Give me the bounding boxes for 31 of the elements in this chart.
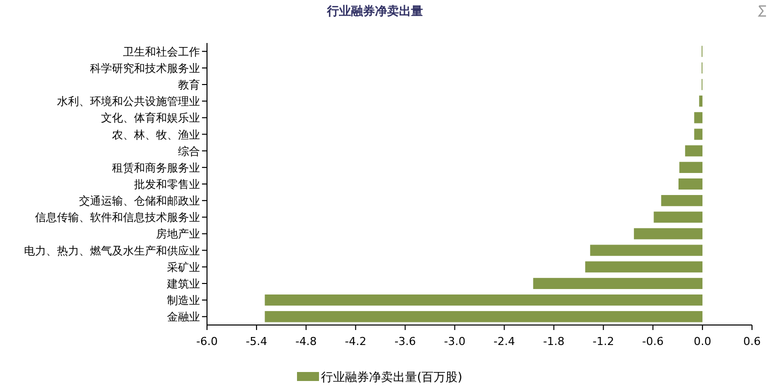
x-tick-label: -0.6 <box>642 335 664 348</box>
x-tick-label: -3.0 <box>444 335 466 348</box>
y-tick-label: 科学研究和技术服务业 <box>90 62 200 75</box>
y-tick-label: 电力、热力、燃气及水生产和供应业 <box>24 244 200 258</box>
y-tick-label: 建筑业 <box>166 277 200 290</box>
y-tick-label: 批发和零售业 <box>134 178 200 191</box>
y-tick-label: 信息传输、软件和信息技术服务业 <box>35 211 200 224</box>
y-tick-label: 水利、环境和公共设施管理业 <box>57 95 200 108</box>
x-tick-label: 0.6 <box>743 335 761 348</box>
y-tick-label: 金融业 <box>167 310 200 324</box>
x-tick-label: -2.4 <box>494 335 516 348</box>
y-tick-label: 综合 <box>178 144 200 158</box>
x-tick-label: -5.4 <box>246 335 268 348</box>
y-tick-label: 文化、体育和娱乐业 <box>101 112 200 125</box>
x-tick-label: -4.2 <box>344 335 366 348</box>
legend-label: 行业融券净卖出量(百万股) <box>321 370 462 384</box>
y-tick-label: 房地产业 <box>156 228 200 241</box>
x-tick-label: -1.2 <box>592 335 614 348</box>
x-tick-label: -4.8 <box>295 335 317 348</box>
y-tick-label: 教育 <box>178 78 200 92</box>
y-tick-label: 制造业 <box>167 294 200 308</box>
y-tick-label: 交通运输、仓储和邮政业 <box>79 194 200 208</box>
x-tick-label: -3.6 <box>394 335 416 348</box>
x-tick-label: 0.0 <box>694 335 712 348</box>
y-tick-label: 卫生和社会工作 <box>123 45 200 58</box>
chart-title: 行业融券净卖出量 <box>326 4 423 18</box>
y-tick-label: 农、林、牧、渔业 <box>112 128 200 142</box>
y-tick-label: 租赁和商务服务业 <box>112 161 200 174</box>
x-tick-label: -1.8 <box>543 335 565 348</box>
x-tick-label: -6.0 <box>196 335 218 348</box>
y-tick-label: 采矿业 <box>167 260 200 274</box>
